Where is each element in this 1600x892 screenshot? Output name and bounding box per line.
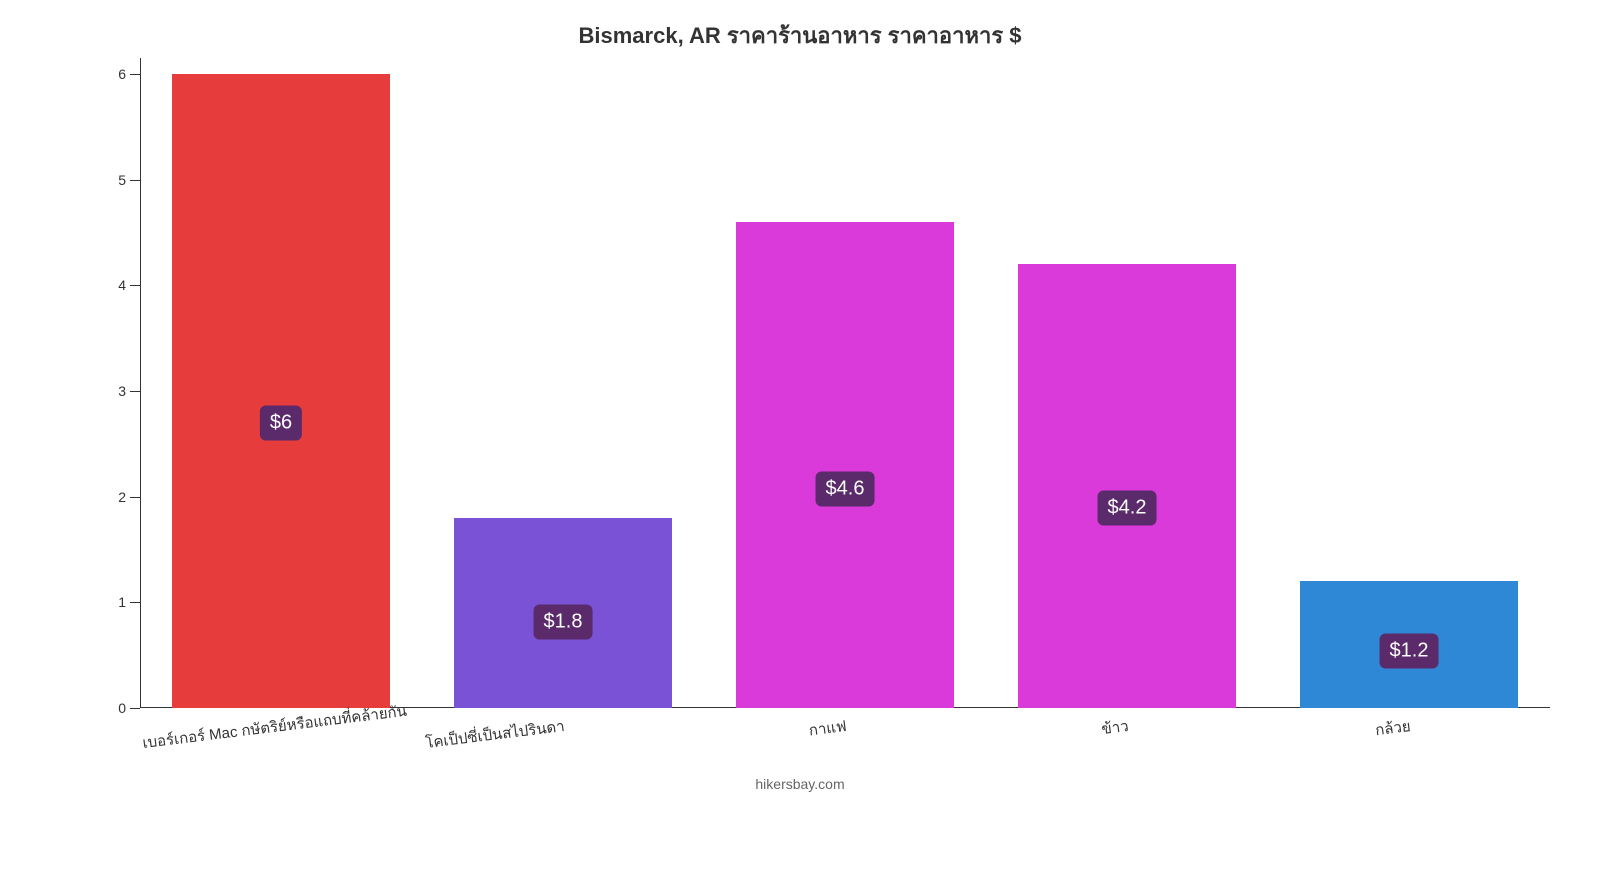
y-tick-label: 2 [118,489,126,505]
plot-area: 0123456$6เบอร์เกอร์ Mac กษัตริย์หรือแถบท… [140,58,1550,708]
y-tick [130,708,140,709]
y-tick-label: 6 [118,66,126,82]
y-tick-label: 4 [118,277,126,293]
y-tick-label: 0 [118,700,126,716]
y-tick-label: 5 [118,172,126,188]
bar: $6 [172,74,389,708]
bar-value-label: $6 [260,405,302,440]
chart-title: Bismarck, AR ราคาร้านอาหาร ราคาอาหาร $ [0,18,1600,53]
y-tick [130,497,140,498]
x-category-label: เบอร์เกอร์ Mac กษัตริย์หรือแถบที่คล้ายกั… [141,714,284,755]
bar-value-label: $1.2 [1380,633,1439,668]
bar-value-label: $1.8 [534,605,593,640]
bar-value-label: $4.6 [816,472,875,507]
bar: $4.2 [1018,264,1235,708]
y-tick [130,74,140,75]
y-tick [130,285,140,286]
y-axis [140,58,141,708]
bar-value-label: $4.2 [1098,491,1157,526]
y-tick [130,391,140,392]
price-bar-chart: Bismarck, AR ราคาร้านอาหาร ราคาอาหาร $ 0… [0,0,1600,800]
y-tick [130,180,140,181]
bar: $1.2 [1300,581,1517,708]
bar: $4.6 [736,222,953,708]
attribution-text: hikersbay.com [0,776,1600,792]
y-tick-label: 1 [118,594,126,610]
y-tick [130,602,140,603]
bar: $1.8 [454,518,671,708]
y-tick-label: 3 [118,383,126,399]
